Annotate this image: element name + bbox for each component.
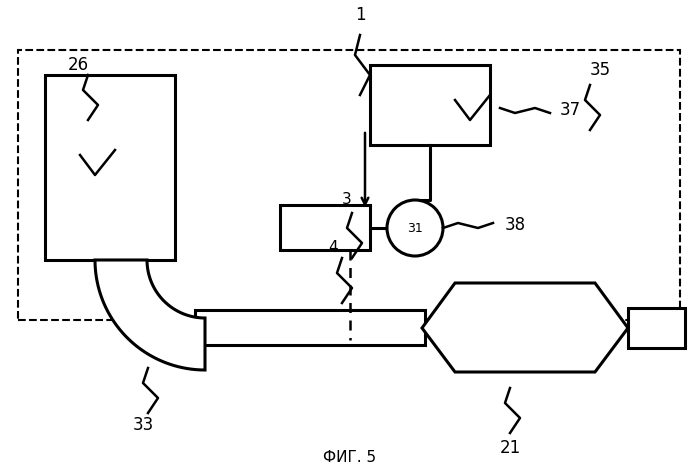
Circle shape	[387, 200, 443, 256]
Text: 1: 1	[354, 6, 366, 24]
Text: 33: 33	[132, 416, 154, 434]
Bar	[18, 50, 680, 320]
Text: 38: 38	[505, 216, 526, 234]
Text: 26: 26	[67, 56, 89, 74]
Text: 4: 4	[329, 241, 338, 255]
Text: 3: 3	[342, 193, 352, 208]
Bar	[628, 308, 685, 348]
Text: 31: 31	[407, 221, 423, 235]
Bar	[195, 310, 425, 345]
Polygon shape	[422, 283, 628, 372]
Text: 37: 37	[559, 101, 581, 119]
Bar	[280, 205, 370, 250]
Polygon shape	[95, 260, 205, 370]
Text: 21: 21	[499, 439, 521, 457]
Bar	[45, 75, 175, 260]
Bar	[370, 65, 490, 145]
Text: 35: 35	[589, 61, 610, 79]
Text: ФИГ. 5: ФИГ. 5	[324, 450, 377, 465]
